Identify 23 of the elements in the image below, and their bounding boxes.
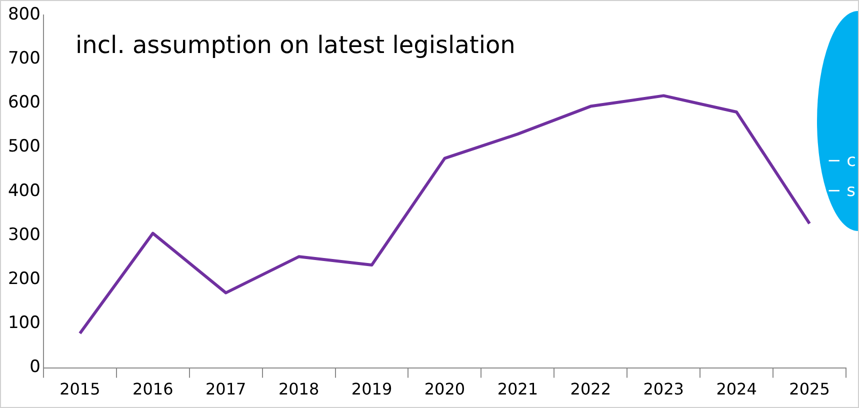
annotation: incl. assumption on latest legislation (75, 31, 516, 60)
x-tick-label: 2019 (351, 380, 392, 399)
y-tick-label: 800 (8, 4, 40, 24)
x-tick-label: 2022 (570, 380, 611, 399)
x-tick-label: 2017 (205, 380, 246, 399)
x-tick-label: 2021 (497, 380, 538, 399)
y-tick-label: 200 (8, 269, 40, 290)
x-tick-label: 2015 (60, 380, 100, 399)
annotation: − s (827, 181, 856, 201)
x-tick-label: 2016 (132, 380, 174, 399)
y-tick-label: 400 (8, 180, 40, 201)
y-tick-label: 0 (30, 357, 40, 378)
x-tick-label: 2018 (278, 380, 320, 399)
y-tick-label: 100 (8, 313, 40, 334)
y-tick-label: 500 (8, 136, 40, 157)
x-tick-label: 2020 (424, 380, 466, 399)
annotation: − c (827, 151, 856, 171)
y-tick-label: 600 (8, 92, 40, 113)
y-tick-label: 300 (8, 224, 40, 245)
x-tick-label: 2025 (789, 380, 830, 399)
y-tick-label: 700 (8, 48, 40, 69)
x-tick-label: 2023 (643, 380, 684, 399)
x-tick-label: 2024 (716, 380, 757, 399)
